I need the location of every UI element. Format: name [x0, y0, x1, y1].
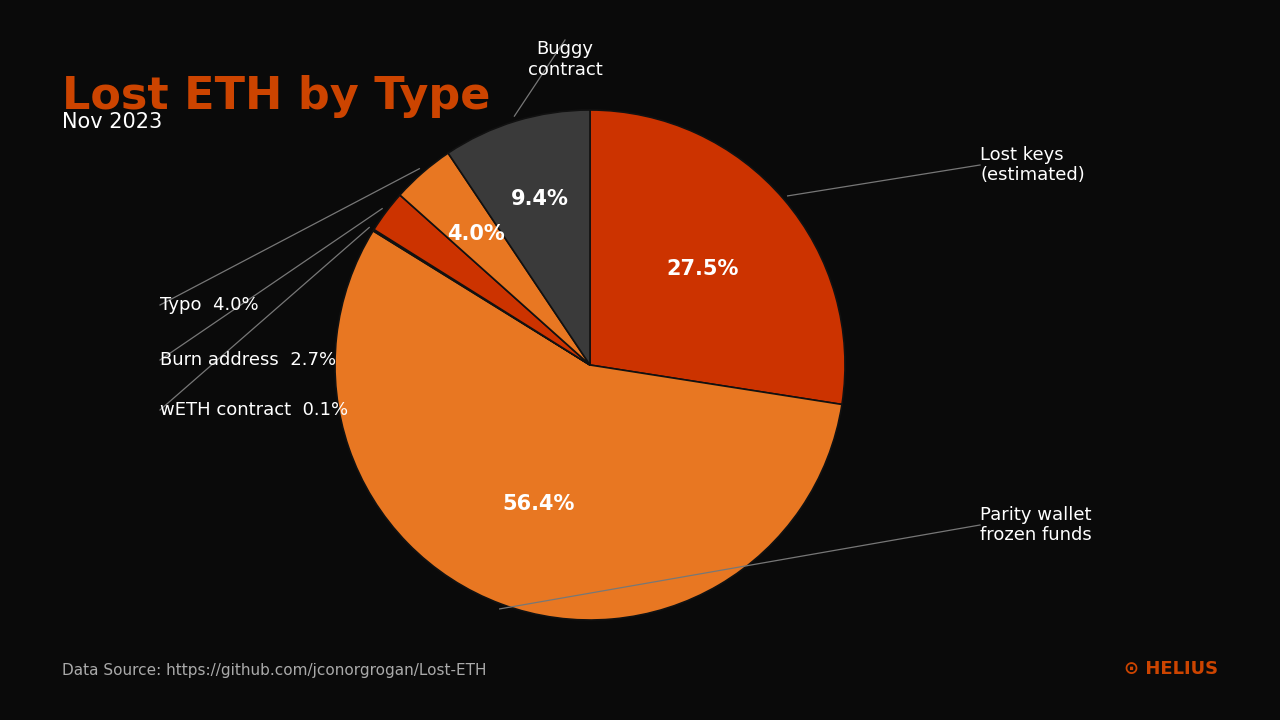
Text: 27.5%: 27.5% — [666, 259, 739, 279]
Text: Parity wallet
frozen funds: Parity wallet frozen funds — [980, 505, 1092, 544]
Text: Data Source: https://github.com/jconorgrogan/Lost-ETH: Data Source: https://github.com/jconorgr… — [61, 663, 486, 678]
Wedge shape — [374, 230, 590, 365]
Wedge shape — [335, 231, 842, 620]
Text: Burn address  2.7%: Burn address 2.7% — [160, 351, 337, 369]
Text: 9.4%: 9.4% — [511, 189, 568, 209]
Text: Lost ETH by Type: Lost ETH by Type — [61, 75, 490, 118]
Text: Buggy
contract: Buggy contract — [527, 40, 603, 78]
Text: 4.0%: 4.0% — [448, 224, 506, 244]
Text: Nov 2023: Nov 2023 — [61, 112, 163, 132]
Text: ⊙ HELIUS: ⊙ HELIUS — [1124, 660, 1219, 678]
Text: Lost keys
(estimated): Lost keys (estimated) — [980, 145, 1084, 184]
Wedge shape — [590, 110, 845, 405]
Text: Typo  4.0%: Typo 4.0% — [160, 296, 259, 314]
Wedge shape — [374, 195, 590, 365]
Wedge shape — [399, 153, 590, 365]
Wedge shape — [448, 110, 590, 365]
Text: wETH contract  0.1%: wETH contract 0.1% — [160, 401, 348, 419]
Text: 56.4%: 56.4% — [503, 494, 575, 513]
